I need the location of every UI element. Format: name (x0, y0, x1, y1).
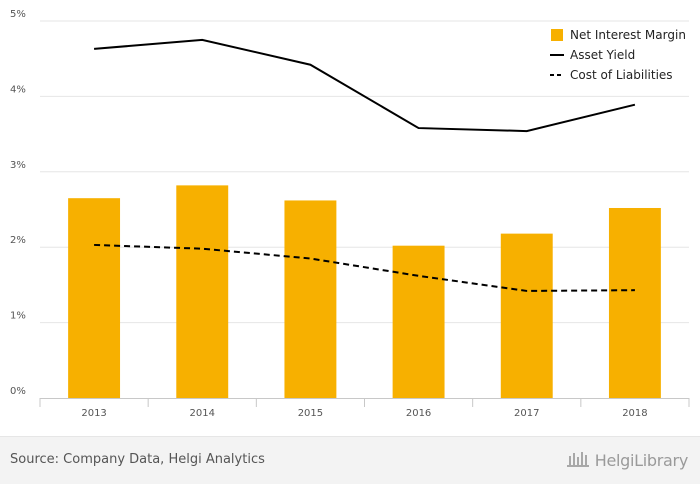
legend-swatch (551, 29, 563, 41)
y-tick-label: 2% (10, 235, 26, 246)
brand-name: HelgiLibrary (594, 450, 689, 470)
source-text: Source: Company Data, Helgi Analytics (10, 452, 265, 467)
x-tick-label: 2013 (81, 408, 106, 419)
y-axis: 0% 1% 2% 3% 4% 5% (10, 9, 26, 397)
x-axis: 2013 2014 2015 2016 2017 2018 (39, 398, 690, 419)
series-line (93, 38, 636, 133)
series-line (94, 243, 635, 292)
y-tick-label: 5% (10, 9, 26, 20)
bar (392, 245, 445, 398)
legend-label: Net Interest Margin (570, 28, 686, 42)
grid-lines (40, 20, 689, 324)
x-tick-label: 2015 (298, 408, 323, 419)
x-tick-label: 2016 (406, 408, 431, 419)
x-tick-label: 2014 (190, 408, 215, 419)
legend: Net Interest Margin Asset Yield Cost of Li… (550, 28, 686, 82)
x-tick-label: 2018 (622, 408, 647, 419)
bar (608, 207, 661, 398)
chart: 0% 1% 2% 3% 4% 5% 2013 2014 2015 2016 2017 2018 Ne… (10, 9, 690, 419)
legend-label: Asset Yield (570, 48, 635, 62)
footer: Source: Company Data, Helgi Analytics He… (0, 436, 700, 484)
brand-logo: HelgiLibrary (566, 447, 688, 473)
bar-series (68, 185, 661, 398)
bar (176, 185, 229, 398)
y-tick-label: 1% (10, 311, 26, 322)
bar (500, 233, 553, 398)
y-tick-label: 4% (10, 84, 26, 95)
library-building-icon (566, 448, 590, 473)
x-tick-label: 2017 (514, 408, 539, 419)
line-series (93, 38, 636, 292)
legend-label: Cost of Liabilities (570, 68, 673, 82)
bar (68, 198, 121, 398)
y-tick-label: 3% (10, 160, 26, 171)
bar (284, 200, 337, 398)
y-tick-label: 0% (10, 386, 26, 397)
